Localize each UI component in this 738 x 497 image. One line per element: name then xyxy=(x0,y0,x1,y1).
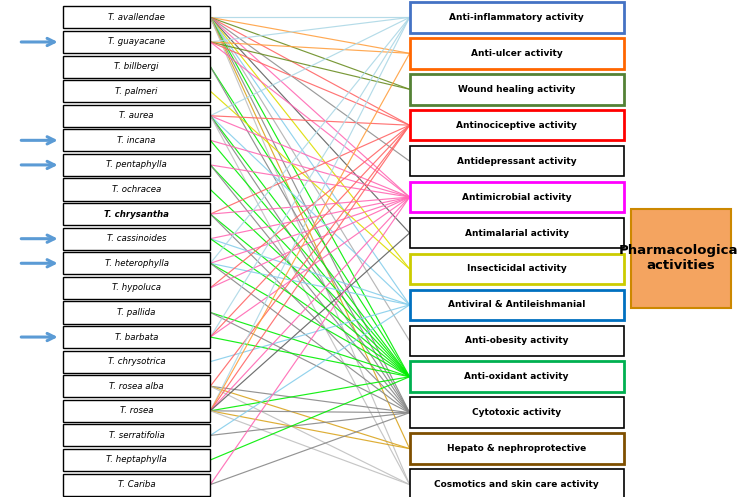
Text: T. serratifolia: T. serratifolia xyxy=(108,431,165,440)
FancyBboxPatch shape xyxy=(410,2,624,33)
Text: Cytotoxic activity: Cytotoxic activity xyxy=(472,408,561,417)
FancyBboxPatch shape xyxy=(63,326,210,348)
FancyBboxPatch shape xyxy=(63,375,210,397)
FancyBboxPatch shape xyxy=(63,252,210,274)
Text: Pharmacological
activities: Pharmacological activities xyxy=(618,245,738,272)
FancyBboxPatch shape xyxy=(410,218,624,248)
FancyBboxPatch shape xyxy=(63,449,210,471)
FancyBboxPatch shape xyxy=(63,56,210,78)
FancyBboxPatch shape xyxy=(410,326,624,356)
Text: T. palmeri: T. palmeri xyxy=(115,86,158,95)
FancyBboxPatch shape xyxy=(63,424,210,446)
Text: Anti-oxidant activity: Anti-oxidant activity xyxy=(464,372,569,381)
Text: T. billbergi: T. billbergi xyxy=(114,62,159,71)
FancyBboxPatch shape xyxy=(63,129,210,152)
Text: Insecticidal activity: Insecticidal activity xyxy=(466,264,567,273)
Text: T. pallida: T. pallida xyxy=(117,308,156,317)
Text: Anti-obesity activity: Anti-obesity activity xyxy=(465,336,568,345)
Text: Anti-ulcer activity: Anti-ulcer activity xyxy=(471,49,562,58)
FancyBboxPatch shape xyxy=(410,290,624,320)
FancyBboxPatch shape xyxy=(63,350,210,373)
FancyBboxPatch shape xyxy=(410,182,624,212)
Text: T. hypoluca: T. hypoluca xyxy=(112,283,161,292)
FancyBboxPatch shape xyxy=(63,203,210,225)
FancyBboxPatch shape xyxy=(410,433,624,464)
Text: T. rosea alba: T. rosea alba xyxy=(109,382,164,391)
Text: T. chrysotrica: T. chrysotrica xyxy=(108,357,165,366)
FancyBboxPatch shape xyxy=(63,400,210,422)
FancyBboxPatch shape xyxy=(63,228,210,250)
FancyBboxPatch shape xyxy=(63,301,210,324)
FancyBboxPatch shape xyxy=(63,31,210,53)
FancyBboxPatch shape xyxy=(410,110,624,141)
FancyBboxPatch shape xyxy=(410,361,624,392)
Text: Antiviral & Antileishmanial: Antiviral & Antileishmanial xyxy=(448,300,585,310)
Text: T. Cariba: T. Cariba xyxy=(118,480,155,489)
Text: T. aurea: T. aurea xyxy=(120,111,154,120)
Text: T. avallendae: T. avallendae xyxy=(108,13,165,22)
Text: Antimicrobial activity: Antimicrobial activity xyxy=(462,192,571,202)
Text: T. pentaphylla: T. pentaphylla xyxy=(106,161,167,169)
Text: Antidepressant activity: Antidepressant activity xyxy=(457,157,576,166)
FancyBboxPatch shape xyxy=(63,474,210,496)
Text: T. guayacane: T. guayacane xyxy=(108,37,165,47)
Text: T. chrysantha: T. chrysantha xyxy=(104,210,169,219)
FancyBboxPatch shape xyxy=(410,398,624,428)
FancyBboxPatch shape xyxy=(410,38,624,69)
FancyBboxPatch shape xyxy=(63,178,210,201)
FancyBboxPatch shape xyxy=(410,253,624,284)
Text: T. incana: T. incana xyxy=(117,136,156,145)
Text: Antimalarial activity: Antimalarial activity xyxy=(465,229,568,238)
Text: Cosmotics and skin care activity: Cosmotics and skin care activity xyxy=(434,480,599,489)
FancyBboxPatch shape xyxy=(63,154,210,176)
Text: T. rosea: T. rosea xyxy=(120,407,154,415)
FancyBboxPatch shape xyxy=(63,80,210,102)
Text: T. cassinoides: T. cassinoides xyxy=(107,234,166,243)
Text: Hepato & nephroprotective: Hepato & nephroprotective xyxy=(447,444,586,453)
FancyBboxPatch shape xyxy=(63,277,210,299)
FancyBboxPatch shape xyxy=(410,469,624,497)
Text: T. heptaphylla: T. heptaphylla xyxy=(106,455,167,465)
FancyBboxPatch shape xyxy=(410,74,624,104)
FancyBboxPatch shape xyxy=(631,209,731,308)
Text: Wound healing activity: Wound healing activity xyxy=(458,85,576,94)
FancyBboxPatch shape xyxy=(63,6,210,28)
Text: Antinociceptive activity: Antinociceptive activity xyxy=(456,121,577,130)
Text: T. ochracea: T. ochracea xyxy=(112,185,161,194)
FancyBboxPatch shape xyxy=(63,105,210,127)
Text: T. heterophylla: T. heterophylla xyxy=(105,259,168,268)
FancyBboxPatch shape xyxy=(410,146,624,176)
Text: Anti-inflammatory activity: Anti-inflammatory activity xyxy=(449,13,584,22)
Text: T. barbata: T. barbata xyxy=(115,332,158,341)
